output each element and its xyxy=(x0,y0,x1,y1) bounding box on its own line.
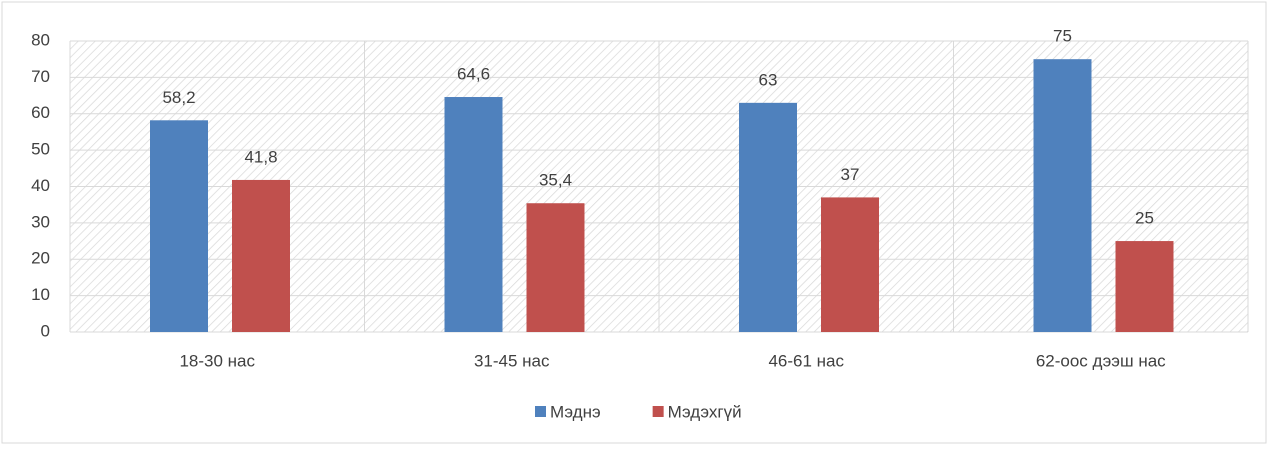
x-tick-label: 31-45 нас xyxy=(474,351,550,370)
y-tick-label: 50 xyxy=(31,140,50,159)
value-label: 75 xyxy=(1053,27,1072,46)
y-tick-label: 0 xyxy=(41,321,50,340)
bar xyxy=(150,120,208,332)
x-tick-label: 62-оос дээш нас xyxy=(1036,351,1166,370)
value-label: 35,4 xyxy=(539,171,572,190)
y-tick-label: 60 xyxy=(31,103,50,122)
x-tick-label: 18-30 нас xyxy=(179,351,255,370)
bar xyxy=(739,102,797,333)
value-label: 37 xyxy=(841,165,860,184)
bar xyxy=(444,97,503,332)
bar xyxy=(526,203,585,332)
y-tick-label: 20 xyxy=(31,249,50,268)
y-tick-label: 30 xyxy=(31,212,50,231)
value-label: 41,8 xyxy=(244,147,277,166)
bar xyxy=(232,179,290,332)
y-tick-label: 40 xyxy=(31,176,50,195)
bar xyxy=(1033,59,1092,332)
legend-label: Мэдэхгүй xyxy=(668,402,742,421)
legend-label: Мэднэ xyxy=(550,402,601,421)
value-label: 58,2 xyxy=(162,88,195,107)
y-tick-label: 70 xyxy=(31,67,50,86)
y-tick-label: 80 xyxy=(31,30,50,49)
value-label: 64,6 xyxy=(457,65,490,84)
value-label: 63 xyxy=(759,70,778,89)
bar xyxy=(821,197,879,332)
value-label: 25 xyxy=(1135,209,1154,228)
legend-swatch xyxy=(535,406,546,417)
y-tick-label: 10 xyxy=(31,285,50,304)
x-tick-label: 46-61 нас xyxy=(768,351,844,370)
bar xyxy=(1115,241,1174,332)
legend-swatch xyxy=(652,406,664,417)
